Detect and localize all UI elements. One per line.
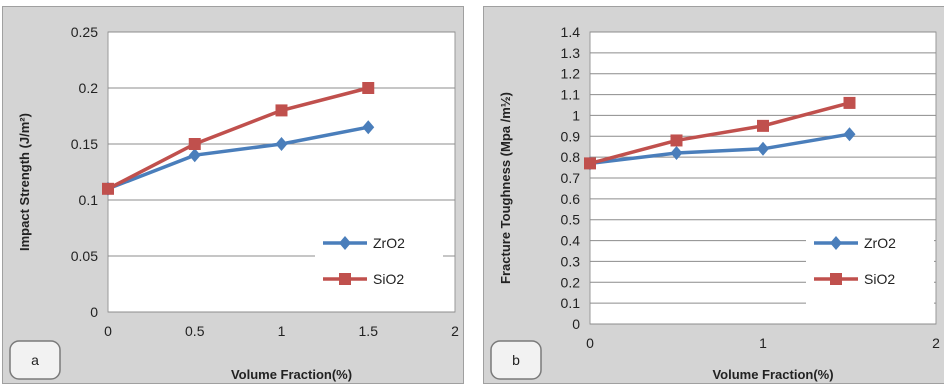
y-tick-label: 0.1 — [79, 192, 99, 208]
y-tick-label: 0.25 — [71, 24, 98, 40]
data-point-zro2 — [362, 120, 375, 135]
y-tick-label: 1.4 — [561, 24, 581, 40]
y-tick-label: 0.15 — [71, 136, 98, 152]
y-tick-label: 0.8 — [561, 149, 581, 165]
legend-marker-sio2 — [339, 273, 351, 285]
y-tick-label: 0.5 — [561, 212, 581, 228]
y-tick-label: 1 — [572, 107, 580, 123]
data-point-sio2 — [843, 96, 856, 109]
y-axis-title: Fracture Toughness (Mpa /m½) — [498, 92, 513, 284]
legend-marker-zro2 — [339, 236, 351, 250]
data-point-zro2 — [275, 137, 288, 151]
x-tick-label: 0 — [104, 323, 112, 339]
chart-panel-b: 0 0.1 0.2 0.3 0.4 0.5 0.6 0.7 0.8 0.9 1 1.1 1.2 1.3 1.… — [483, 6, 944, 384]
panel-label-box — [9, 340, 61, 380]
legend-marker-sio2 — [830, 273, 842, 285]
panel-label-text: b — [512, 352, 520, 368]
chart-b-svg: 0 0.1 0.2 0.3 0.4 0.5 0.6 0.7 0.8 0.9 1 1.1 1.2 1.3 1.… — [490, 24, 940, 382]
legend-label-zro2: ZrO2 — [373, 235, 405, 251]
data-point-sio2 — [670, 134, 683, 147]
y-tick-label: 0 — [572, 316, 580, 332]
y-tick-label: 0.4 — [561, 233, 581, 249]
y-tick-label: 0.2 — [561, 274, 581, 290]
x-tick-label: 1 — [278, 323, 286, 339]
x-axis-title: Volume Fraction(%) — [712, 367, 833, 382]
x-tick-label: 1 — [759, 335, 767, 351]
y-tick-label: 0 — [90, 304, 98, 320]
y-tick-label: 0.2 — [79, 80, 99, 96]
data-point-sio2 — [757, 119, 769, 132]
data-point-zro2 — [670, 145, 683, 160]
panel-label-badge: b — [490, 340, 542, 380]
panel-label-badge: a — [9, 340, 61, 380]
y-tick-label: 1.1 — [561, 87, 581, 103]
y-tick-label: 0.1 — [561, 295, 581, 311]
y-tick-label: 0.3 — [561, 253, 581, 269]
x-tick-label: 0.5 — [185, 323, 205, 339]
legend: ZrO2 SiO2 — [806, 229, 934, 307]
x-tick-label: 0 — [586, 335, 594, 351]
data-point-sio2 — [188, 138, 201, 150]
y-tick-label: 0.05 — [71, 248, 98, 264]
data-point-sio2 — [362, 82, 375, 94]
y-tick-label: 1.3 — [561, 45, 581, 61]
y-tick-label: 1.2 — [561, 66, 581, 82]
y-axis-title: Impact Strength (J/m²) — [17, 113, 32, 251]
series-line-zro2 — [589, 132, 850, 166]
panel-label-box — [490, 340, 542, 380]
x-tick-label: 1.5 — [359, 323, 379, 339]
legend-marker-zro2 — [830, 236, 842, 250]
y-tick-label: 0.9 — [561, 128, 581, 144]
y-tick-label: 0.6 — [561, 191, 581, 207]
chart-panel-a: 0 0.05 0.1 0.15 0.2 0.25 0 0.5 1 1.5 2 Volume Fract… — [2, 6, 464, 384]
series-line-sio2 — [589, 101, 850, 166]
data-point-sio2 — [584, 157, 596, 170]
data-point-sio2 — [275, 104, 288, 117]
data-point-zro2 — [757, 141, 769, 156]
chart-a-svg: 0 0.05 0.1 0.15 0.2 0.25 0 0.5 1 1.5 2 Volume Fract… — [9, 24, 459, 382]
x-axis-title: Volume Fraction(%) — [231, 367, 352, 382]
series-line-zro2 — [107, 125, 369, 191]
y-tick-label: 0.7 — [561, 170, 581, 186]
legend-label-zro2: ZrO2 — [864, 235, 896, 251]
data-point-zro2 — [843, 127, 856, 142]
legend-label-sio2: SiO2 — [864, 271, 895, 287]
series-line-sio2 — [107, 86, 369, 191]
x-tick-label: 2 — [932, 335, 940, 351]
legend: ZrO2 SiO2 — [315, 229, 443, 307]
legend-label-sio2: SiO2 — [373, 271, 404, 287]
data-point-zro2 — [188, 148, 201, 163]
data-point-sio2 — [102, 182, 114, 195]
panel-label-text: a — [31, 352, 39, 368]
x-tick-label: 2 — [451, 323, 459, 339]
